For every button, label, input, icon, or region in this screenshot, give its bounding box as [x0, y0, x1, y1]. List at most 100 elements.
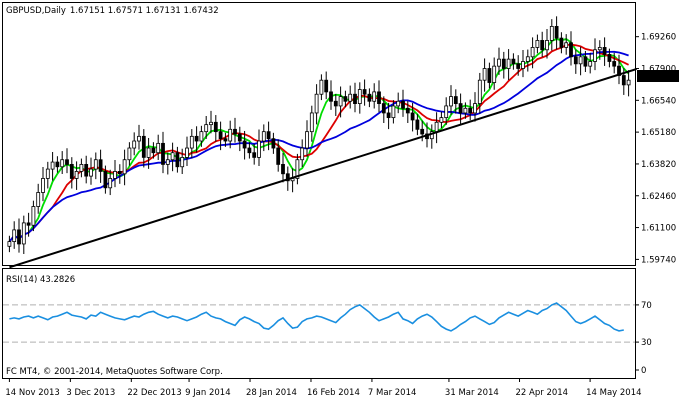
- date-tick-label: 28 Jan 2014: [246, 388, 297, 398]
- candle-body: [367, 93, 372, 102]
- price-tick-label: 1.59740: [641, 255, 676, 265]
- candle-body: [199, 131, 204, 142]
- candle-body: [468, 107, 473, 114]
- candle-body: [305, 131, 309, 149]
- candle-body: [612, 61, 617, 67]
- candle-body: [487, 68, 492, 83]
- date-tick-label: 14 Nov 2013: [5, 388, 59, 398]
- candle-body: [353, 93, 357, 104]
- moving-average-line: [8, 38, 630, 243]
- price-tag-box: [637, 70, 679, 82]
- rsi-levels: [3, 304, 635, 343]
- chart-title-symbol: GBPUSD,Daily: [6, 6, 66, 16]
- candle-body: [314, 93, 319, 114]
- candle-body: [69, 164, 74, 179]
- candle-body: [103, 171, 108, 189]
- price-tag-text: 1.67432: [640, 72, 675, 82]
- candle-body: [386, 112, 391, 119]
- candle-body: [237, 133, 242, 142]
- candle-body: [573, 56, 578, 65]
- x-axis: 14 Nov 2013 3 Dec 2013 22 Dec 2013 9 Jan 20…: [5, 378, 642, 398]
- candle-body: [449, 96, 453, 107]
- candle-body: [453, 96, 458, 104]
- candle-body: [165, 159, 170, 165]
- date-tick-label: 14 May 2014: [586, 388, 641, 398]
- candle-body: [415, 119, 420, 130]
- date-tick-label: 9 Jan 2014: [185, 388, 231, 398]
- candle-body: [12, 229, 17, 243]
- candle-body: [492, 65, 497, 83]
- main-panel: 1.69260 1.67900 1.66540 1.65180 1.63820 1.624…: [2, 2, 679, 269]
- candle-body: [559, 37, 564, 48]
- candle-body: [458, 103, 463, 114]
- candle-body: [113, 171, 117, 179]
- candle-body: [185, 147, 189, 158]
- candle-body: [137, 135, 141, 142]
- candle-body: [372, 91, 377, 102]
- candle-body: [391, 105, 396, 119]
- candle-body: [98, 159, 103, 172]
- candle-body: [343, 96, 348, 102]
- price-tick-label: 1.69260: [641, 33, 676, 43]
- candle-body: [252, 152, 257, 158]
- main-candles: [7, 16, 631, 255]
- candle-body: [501, 58, 506, 69]
- candle-body: [333, 100, 338, 107]
- candle-body: [17, 229, 21, 245]
- candle-body: [151, 147, 156, 154]
- candle-body: [204, 124, 209, 133]
- candle-body: [175, 152, 180, 168]
- candle-body: [108, 178, 113, 189]
- rsi-tick-label: 30: [641, 338, 652, 348]
- rsi-tick-label: 70: [641, 301, 652, 311]
- candle-body: [477, 79, 482, 104]
- moving-average-line: [8, 43, 630, 243]
- chart-title: GBPUSD,Daily 1.67151 1.67571 1.67131 1.67…: [6, 6, 219, 16]
- candle-body: [607, 54, 612, 62]
- candle-body: [189, 135, 194, 149]
- price-tick-label: 1.63820: [641, 160, 676, 170]
- moving-average-line: [8, 50, 629, 243]
- candle-body: [146, 147, 151, 158]
- candle-body: [228, 128, 233, 142]
- candle-body: [84, 164, 89, 177]
- main-series: [8, 38, 630, 243]
- candle-body: [626, 79, 631, 86]
- main-trend: [9, 68, 637, 269]
- candle-body: [223, 138, 228, 142]
- candle-body: [117, 171, 122, 175]
- candle-body: [439, 117, 444, 123]
- date-tick-label: 31 Mar 2014: [445, 388, 499, 398]
- candle-body: [41, 178, 45, 193]
- candle-body: [324, 79, 329, 93]
- date-tick-label: 22 Apr 2014: [516, 388, 569, 398]
- candle-body: [540, 40, 545, 51]
- candle-body: [89, 168, 93, 177]
- candle-body: [338, 96, 343, 107]
- candle-body: [7, 241, 12, 247]
- candle-body: [357, 89, 362, 104]
- candle-body: [482, 68, 487, 81]
- candle-body: [319, 79, 324, 95]
- candle-body: [549, 25, 554, 41]
- candle-body: [141, 135, 146, 158]
- candle-body: [434, 121, 439, 133]
- candle-body: [621, 75, 626, 86]
- candle-body: [578, 56, 583, 65]
- rsi-tick-label: 0: [641, 366, 646, 376]
- candle-body: [530, 47, 535, 58]
- candle-body: [156, 142, 161, 154]
- rsi-line: [9, 302, 624, 332]
- candle-body: [444, 105, 449, 119]
- candle-body: [285, 173, 290, 182]
- candle-body: [473, 103, 477, 114]
- candle-body: [511, 58, 516, 65]
- candle-body: [170, 152, 175, 161]
- candle-body: [257, 140, 261, 158]
- candle-body: [362, 89, 367, 95]
- candle-body: [31, 206, 36, 226]
- candle-body: [36, 192, 41, 207]
- candle-body: [535, 40, 540, 48]
- candle-body: [463, 107, 468, 114]
